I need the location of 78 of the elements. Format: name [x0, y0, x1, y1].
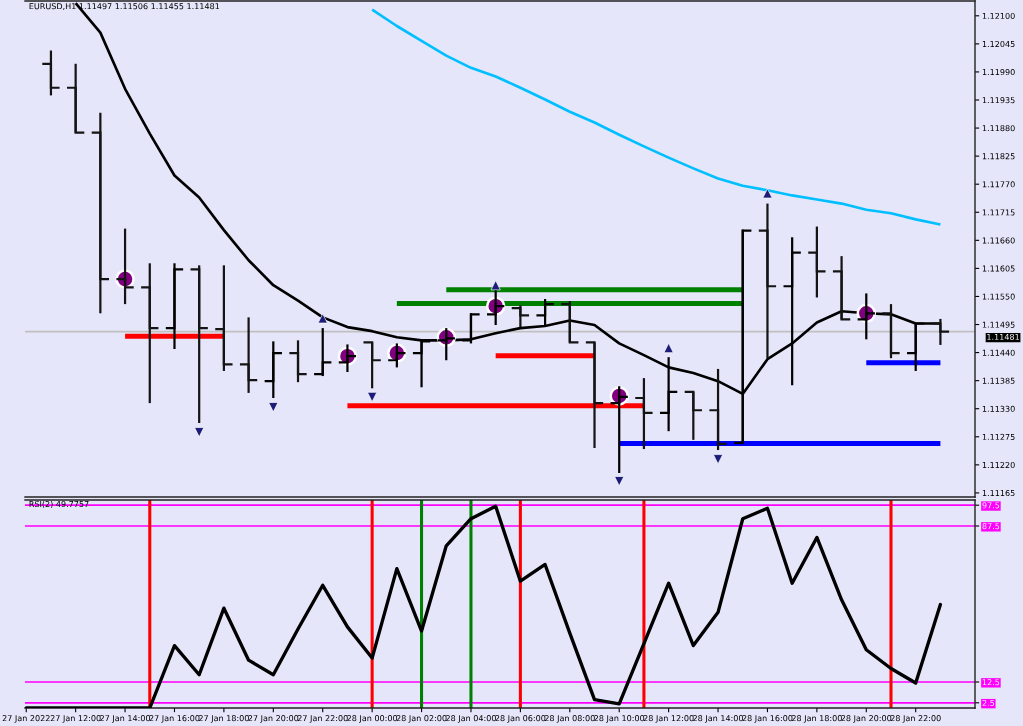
x-tick-label: 27 Jan 2022 — [2, 715, 50, 723]
y-tick-label: 1.11660 — [982, 237, 1015, 244]
candlestick — [757, 202, 778, 360]
y-tick-label: 1.11770 — [982, 181, 1015, 188]
y-tick-label: 1.11550 — [982, 293, 1015, 300]
candlestick — [708, 367, 728, 452]
candlestick — [238, 316, 259, 395]
y-tick-label: 1.12100 — [982, 12, 1015, 19]
candlestick — [65, 62, 86, 134]
y-tick-label: 1.11440 — [982, 349, 1015, 356]
candlestick — [856, 292, 877, 341]
candlestick — [436, 326, 457, 362]
x-tick-label: 28 Jan 02:00 — [396, 715, 447, 723]
y-tick-label: 1.12045 — [982, 40, 1015, 48]
y-tick-label: 1.11165 — [982, 490, 1015, 497]
candlestick — [189, 264, 209, 425]
y-tick-label: 1.11935 — [982, 97, 1015, 104]
y-tick-label: 1.11605 — [982, 265, 1015, 272]
y-tick-label: 1.11825 — [982, 153, 1015, 160]
x-tick-label: 28 Jan 22:00 — [890, 715, 941, 723]
x-tick-label: 28 Jan 18:00 — [791, 715, 842, 723]
candlestick — [930, 317, 951, 347]
candlestick — [683, 390, 704, 441]
x-tick-label: 28 Jan 08:00 — [544, 715, 595, 723]
x-tick-label: 28 Jan 14:00 — [693, 715, 744, 723]
ref-line-label: 1.11481 — [987, 333, 1019, 340]
x-tick-label: 27 Jan 16:00 — [149, 715, 200, 723]
y-tick-label: 87.5 — [982, 523, 1000, 530]
y-tick-label: 1.11330 — [982, 405, 1015, 412]
y-tick-label: 1.11990 — [982, 69, 1015, 76]
x-tick-label: 28 Jan 20:00 — [841, 715, 892, 723]
candlestick — [881, 303, 901, 360]
candlestick — [362, 341, 382, 390]
candlestick — [461, 312, 481, 345]
candlestick — [312, 326, 333, 378]
x-tick-label: 27 Jan 22:00 — [297, 715, 348, 723]
candlestick — [782, 236, 802, 387]
candlestick — [510, 304, 531, 329]
y-tick-label: 1.11385 — [982, 377, 1015, 384]
candlestick — [214, 264, 234, 373]
x-tick-label: 27 Jan 14:00 — [100, 715, 151, 723]
x-tick-label: 28 Jan 00:00 — [347, 715, 398, 723]
candlestick — [140, 262, 160, 405]
candlestick — [90, 111, 111, 315]
x-tick-label: 28 Jan 16:00 — [742, 715, 793, 723]
y-tick-label: 1.11715 — [982, 209, 1015, 216]
candlestick — [411, 338, 432, 389]
candlestick — [288, 339, 308, 384]
x-tick-label: 27 Jan 20:00 — [248, 715, 299, 723]
candlestick — [263, 340, 284, 400]
y-tick-label: 97.5 — [982, 502, 1000, 509]
candlestick — [584, 341, 605, 450]
line-series — [370, 8, 942, 226]
x-tick-label: 27 Jan 12:00 — [50, 715, 101, 723]
y-tick-label: 12.5 — [982, 679, 1000, 686]
x-tick-label: 28 Jan 10:00 — [594, 715, 645, 723]
y-tick-label: 1.11220 — [982, 461, 1015, 469]
y-tick-label: 1.11880 — [982, 125, 1015, 132]
candlestick — [387, 342, 407, 369]
candlestick — [535, 297, 555, 327]
candlestick — [337, 343, 358, 374]
candlestick — [560, 299, 580, 344]
candlestick — [807, 225, 827, 299]
candlestick — [831, 255, 852, 321]
candlestick — [609, 385, 629, 475]
x-tick-label: 28 Jan 06:00 — [495, 715, 546, 723]
candlestick — [164, 262, 185, 351]
chart-title: EURUSD,H1 1.11497 1.11506 1.11455 1.11481 — [29, 3, 220, 11]
y-tick-label: 1.11495 — [982, 321, 1015, 328]
candlestick — [634, 376, 654, 451]
x-tick-label: 28 Jan 04:00 — [446, 715, 496, 723]
candlestick — [41, 49, 61, 97]
y-tick-label: 1.11275 — [982, 433, 1015, 440]
candlestick — [115, 227, 135, 306]
y-tick-label: 2.5 — [982, 699, 995, 706]
x-tick-label: 27 Jan 18:00 — [198, 715, 249, 723]
candlestick — [905, 321, 926, 373]
x-tick-label: 28 Jan 12:00 — [643, 715, 694, 723]
